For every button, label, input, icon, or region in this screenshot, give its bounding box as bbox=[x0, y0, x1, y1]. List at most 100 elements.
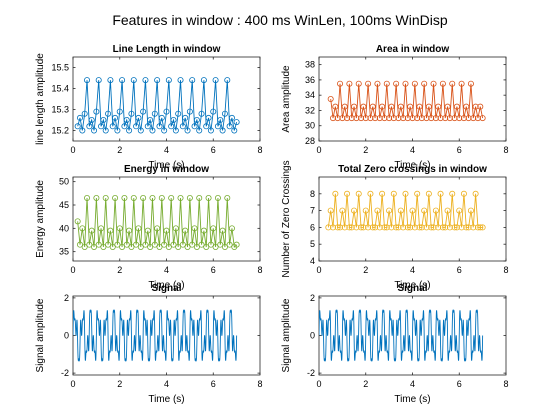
x-tick-label: 0 bbox=[70, 379, 75, 389]
x-axis-label: Time (s) bbox=[394, 394, 430, 405]
data-point bbox=[393, 224, 400, 231]
data-point bbox=[200, 227, 207, 234]
data-point bbox=[88, 227, 95, 234]
data-point bbox=[123, 241, 130, 248]
data-point bbox=[123, 117, 130, 124]
data-point bbox=[383, 224, 390, 231]
data-point bbox=[161, 241, 168, 248]
data-point bbox=[435, 224, 442, 231]
data-point bbox=[372, 115, 379, 122]
x-tick-label: 2 bbox=[117, 145, 122, 155]
data-point bbox=[334, 115, 341, 122]
data-point bbox=[456, 115, 463, 122]
data-point bbox=[353, 115, 360, 122]
data-point bbox=[168, 194, 175, 201]
subplot-title: Area in window bbox=[376, 44, 450, 55]
data-point bbox=[119, 243, 126, 250]
data-point bbox=[168, 123, 175, 130]
data-point bbox=[346, 224, 353, 231]
data-point bbox=[397, 207, 404, 214]
subplot-title: Total Zero crossings in window bbox=[338, 164, 487, 175]
data-point bbox=[109, 123, 116, 130]
data-point bbox=[376, 224, 383, 231]
data-point bbox=[203, 123, 210, 130]
x-tick-label: 8 bbox=[503, 379, 508, 389]
y-tick-label: -2 bbox=[61, 368, 69, 378]
data-point bbox=[449, 80, 456, 87]
data-point bbox=[446, 224, 453, 231]
data-point bbox=[158, 194, 165, 201]
x-tick-label: 8 bbox=[257, 379, 262, 389]
y-tick-label: 4 bbox=[310, 256, 315, 266]
data-point bbox=[348, 224, 355, 231]
data-point bbox=[374, 80, 381, 87]
data-point bbox=[348, 115, 355, 122]
data-point bbox=[105, 110, 112, 117]
data-point bbox=[339, 207, 346, 214]
data-point bbox=[358, 115, 365, 122]
x-axis-label: Time (s) bbox=[148, 394, 184, 405]
data-point bbox=[184, 243, 191, 250]
y-axis-label: Energy amplitude bbox=[35, 180, 46, 258]
data-point bbox=[451, 224, 458, 231]
data-point bbox=[463, 224, 470, 231]
data-point bbox=[207, 127, 214, 134]
series-line bbox=[73, 309, 238, 362]
data-point bbox=[325, 224, 332, 231]
data-point bbox=[91, 243, 98, 250]
data-point bbox=[189, 241, 196, 248]
data-point bbox=[449, 190, 456, 197]
data-point bbox=[154, 77, 161, 84]
data-point bbox=[121, 194, 128, 201]
data-point bbox=[404, 115, 411, 122]
data-point bbox=[451, 115, 458, 122]
data-point bbox=[362, 115, 369, 122]
data-point bbox=[435, 103, 442, 110]
data-point bbox=[182, 114, 189, 121]
x-tick-label: 4 bbox=[410, 145, 415, 155]
data-point bbox=[390, 190, 397, 197]
data-point bbox=[86, 123, 93, 130]
data-point bbox=[81, 110, 88, 117]
y-tick-label: 6 bbox=[310, 222, 315, 232]
data-point bbox=[77, 114, 84, 121]
subplot-title: Signal bbox=[151, 283, 181, 294]
data-point bbox=[425, 103, 432, 110]
subplot-1: 0 2 4 6 8 15.2 15.3 15.4 15.5 Line Length in wind… bbox=[35, 44, 263, 171]
data-point bbox=[100, 243, 107, 250]
data-point bbox=[102, 194, 109, 201]
data-point bbox=[453, 224, 460, 231]
x-tick-label: 0 bbox=[316, 265, 321, 275]
data-point bbox=[133, 123, 140, 130]
data-point bbox=[386, 115, 393, 122]
data-point bbox=[219, 227, 226, 234]
data-point bbox=[205, 114, 212, 121]
data-point bbox=[453, 103, 460, 110]
data-point bbox=[467, 207, 474, 214]
data-point bbox=[330, 115, 337, 122]
data-point bbox=[81, 243, 88, 250]
data-point bbox=[437, 190, 444, 197]
data-point bbox=[172, 225, 179, 232]
data-point bbox=[189, 77, 196, 84]
data-point bbox=[93, 194, 100, 201]
data-point bbox=[442, 115, 449, 122]
data-point bbox=[79, 127, 86, 134]
data-point bbox=[465, 224, 472, 231]
data-point bbox=[355, 190, 362, 197]
data-point bbox=[402, 190, 409, 197]
data-point bbox=[177, 194, 184, 201]
x-tick-label: 2 bbox=[117, 379, 122, 389]
data-point bbox=[130, 77, 137, 84]
data-point bbox=[149, 194, 156, 201]
data-point bbox=[379, 190, 386, 197]
data-point bbox=[395, 224, 402, 231]
data-point bbox=[226, 241, 233, 248]
data-point bbox=[456, 207, 463, 214]
series-line bbox=[319, 309, 484, 362]
y-tick-label: 2 bbox=[64, 293, 69, 303]
data-point bbox=[224, 194, 231, 201]
data-point bbox=[367, 190, 374, 197]
data-point bbox=[184, 127, 191, 134]
y-tick-label: 15.2 bbox=[51, 126, 69, 136]
